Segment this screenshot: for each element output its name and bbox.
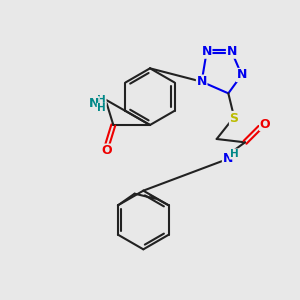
Text: H: H xyxy=(97,95,106,105)
Text: N: N xyxy=(226,45,237,58)
Text: N: N xyxy=(202,45,212,58)
Text: N: N xyxy=(196,75,207,88)
Text: N: N xyxy=(236,68,247,82)
Text: S: S xyxy=(230,112,238,124)
Text: H: H xyxy=(230,149,239,159)
Text: N: N xyxy=(223,152,233,166)
Text: O: O xyxy=(260,118,270,130)
Text: N: N xyxy=(89,97,99,110)
Text: H: H xyxy=(97,103,106,113)
Text: O: O xyxy=(101,144,112,157)
